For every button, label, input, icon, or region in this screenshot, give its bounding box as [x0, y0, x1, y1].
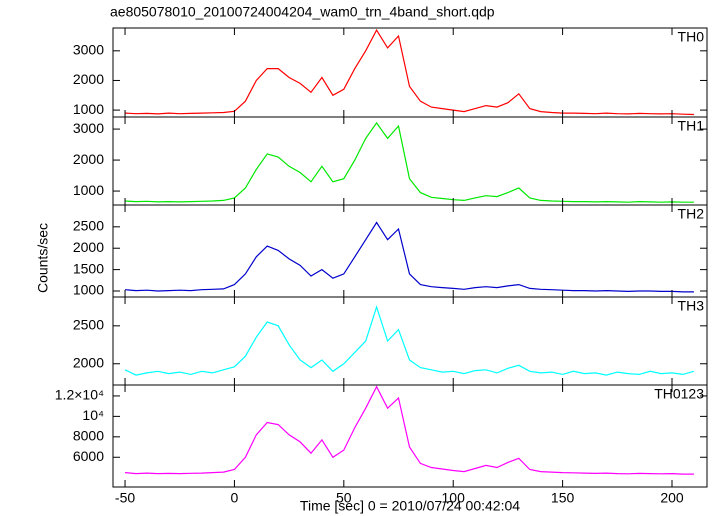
chart-title: ae805078010_20100724004204_wam0_trn_4ban…: [110, 4, 495, 20]
panel-label: TH2: [678, 206, 705, 222]
y-tick-label: 2000: [73, 71, 104, 87]
y-tick-label: 2000: [73, 151, 104, 167]
x-tick-label: 100: [442, 490, 466, 506]
x-tick-label: 0: [231, 490, 239, 506]
y-tick-label: 1500: [73, 260, 104, 276]
y-axis-label: Counts/sec: [35, 223, 51, 293]
y-tick-label: 2500: [73, 317, 104, 333]
panel-frame: [112, 27, 708, 118]
x-tick-label: 200: [660, 490, 684, 506]
x-axis-label: Time [sec] 0 = 2010/07/24 00:42:04: [300, 498, 520, 514]
x-tick-label: 150: [551, 490, 575, 506]
y-tick-label: 6000: [73, 448, 104, 464]
panel-label: TH3: [678, 298, 705, 314]
panel-frame: [112, 116, 708, 206]
x-tick-label: 50: [336, 490, 352, 506]
y-tick-label: 1000: [73, 101, 104, 117]
y-tick-label: 10⁴: [82, 407, 104, 423]
light-curve: [124, 121, 694, 203]
y-tick-label: 2500: [73, 218, 104, 234]
panel-label: TH0123: [654, 386, 704, 402]
light-curve: [124, 221, 694, 293]
y-tick-label: 8000: [73, 428, 104, 444]
y-tick-label: 3000: [73, 120, 104, 136]
x-tick-label: -50: [115, 490, 135, 506]
panel-frame: [112, 204, 708, 298]
y-tick-label: 1.2×10⁴: [55, 387, 104, 403]
light-curve: [124, 28, 694, 116]
panel-label: TH0: [678, 29, 705, 45]
light-curve: [124, 304, 695, 376]
y-tick-label: 3000: [73, 42, 104, 58]
panel-frame: [112, 384, 708, 488]
y-tick-label: 2000: [73, 354, 104, 370]
y-tick-label: 2000: [73, 239, 104, 255]
panel-label: TH1: [678, 118, 705, 134]
light-curve: [124, 385, 694, 475]
y-tick-label: 1000: [73, 282, 104, 298]
y-tick-label: 1000: [73, 182, 104, 198]
